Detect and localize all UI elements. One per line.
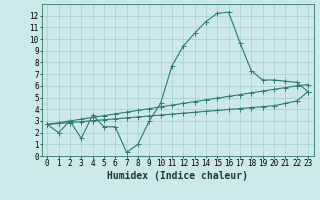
X-axis label: Humidex (Indice chaleur): Humidex (Indice chaleur)	[107, 171, 248, 181]
